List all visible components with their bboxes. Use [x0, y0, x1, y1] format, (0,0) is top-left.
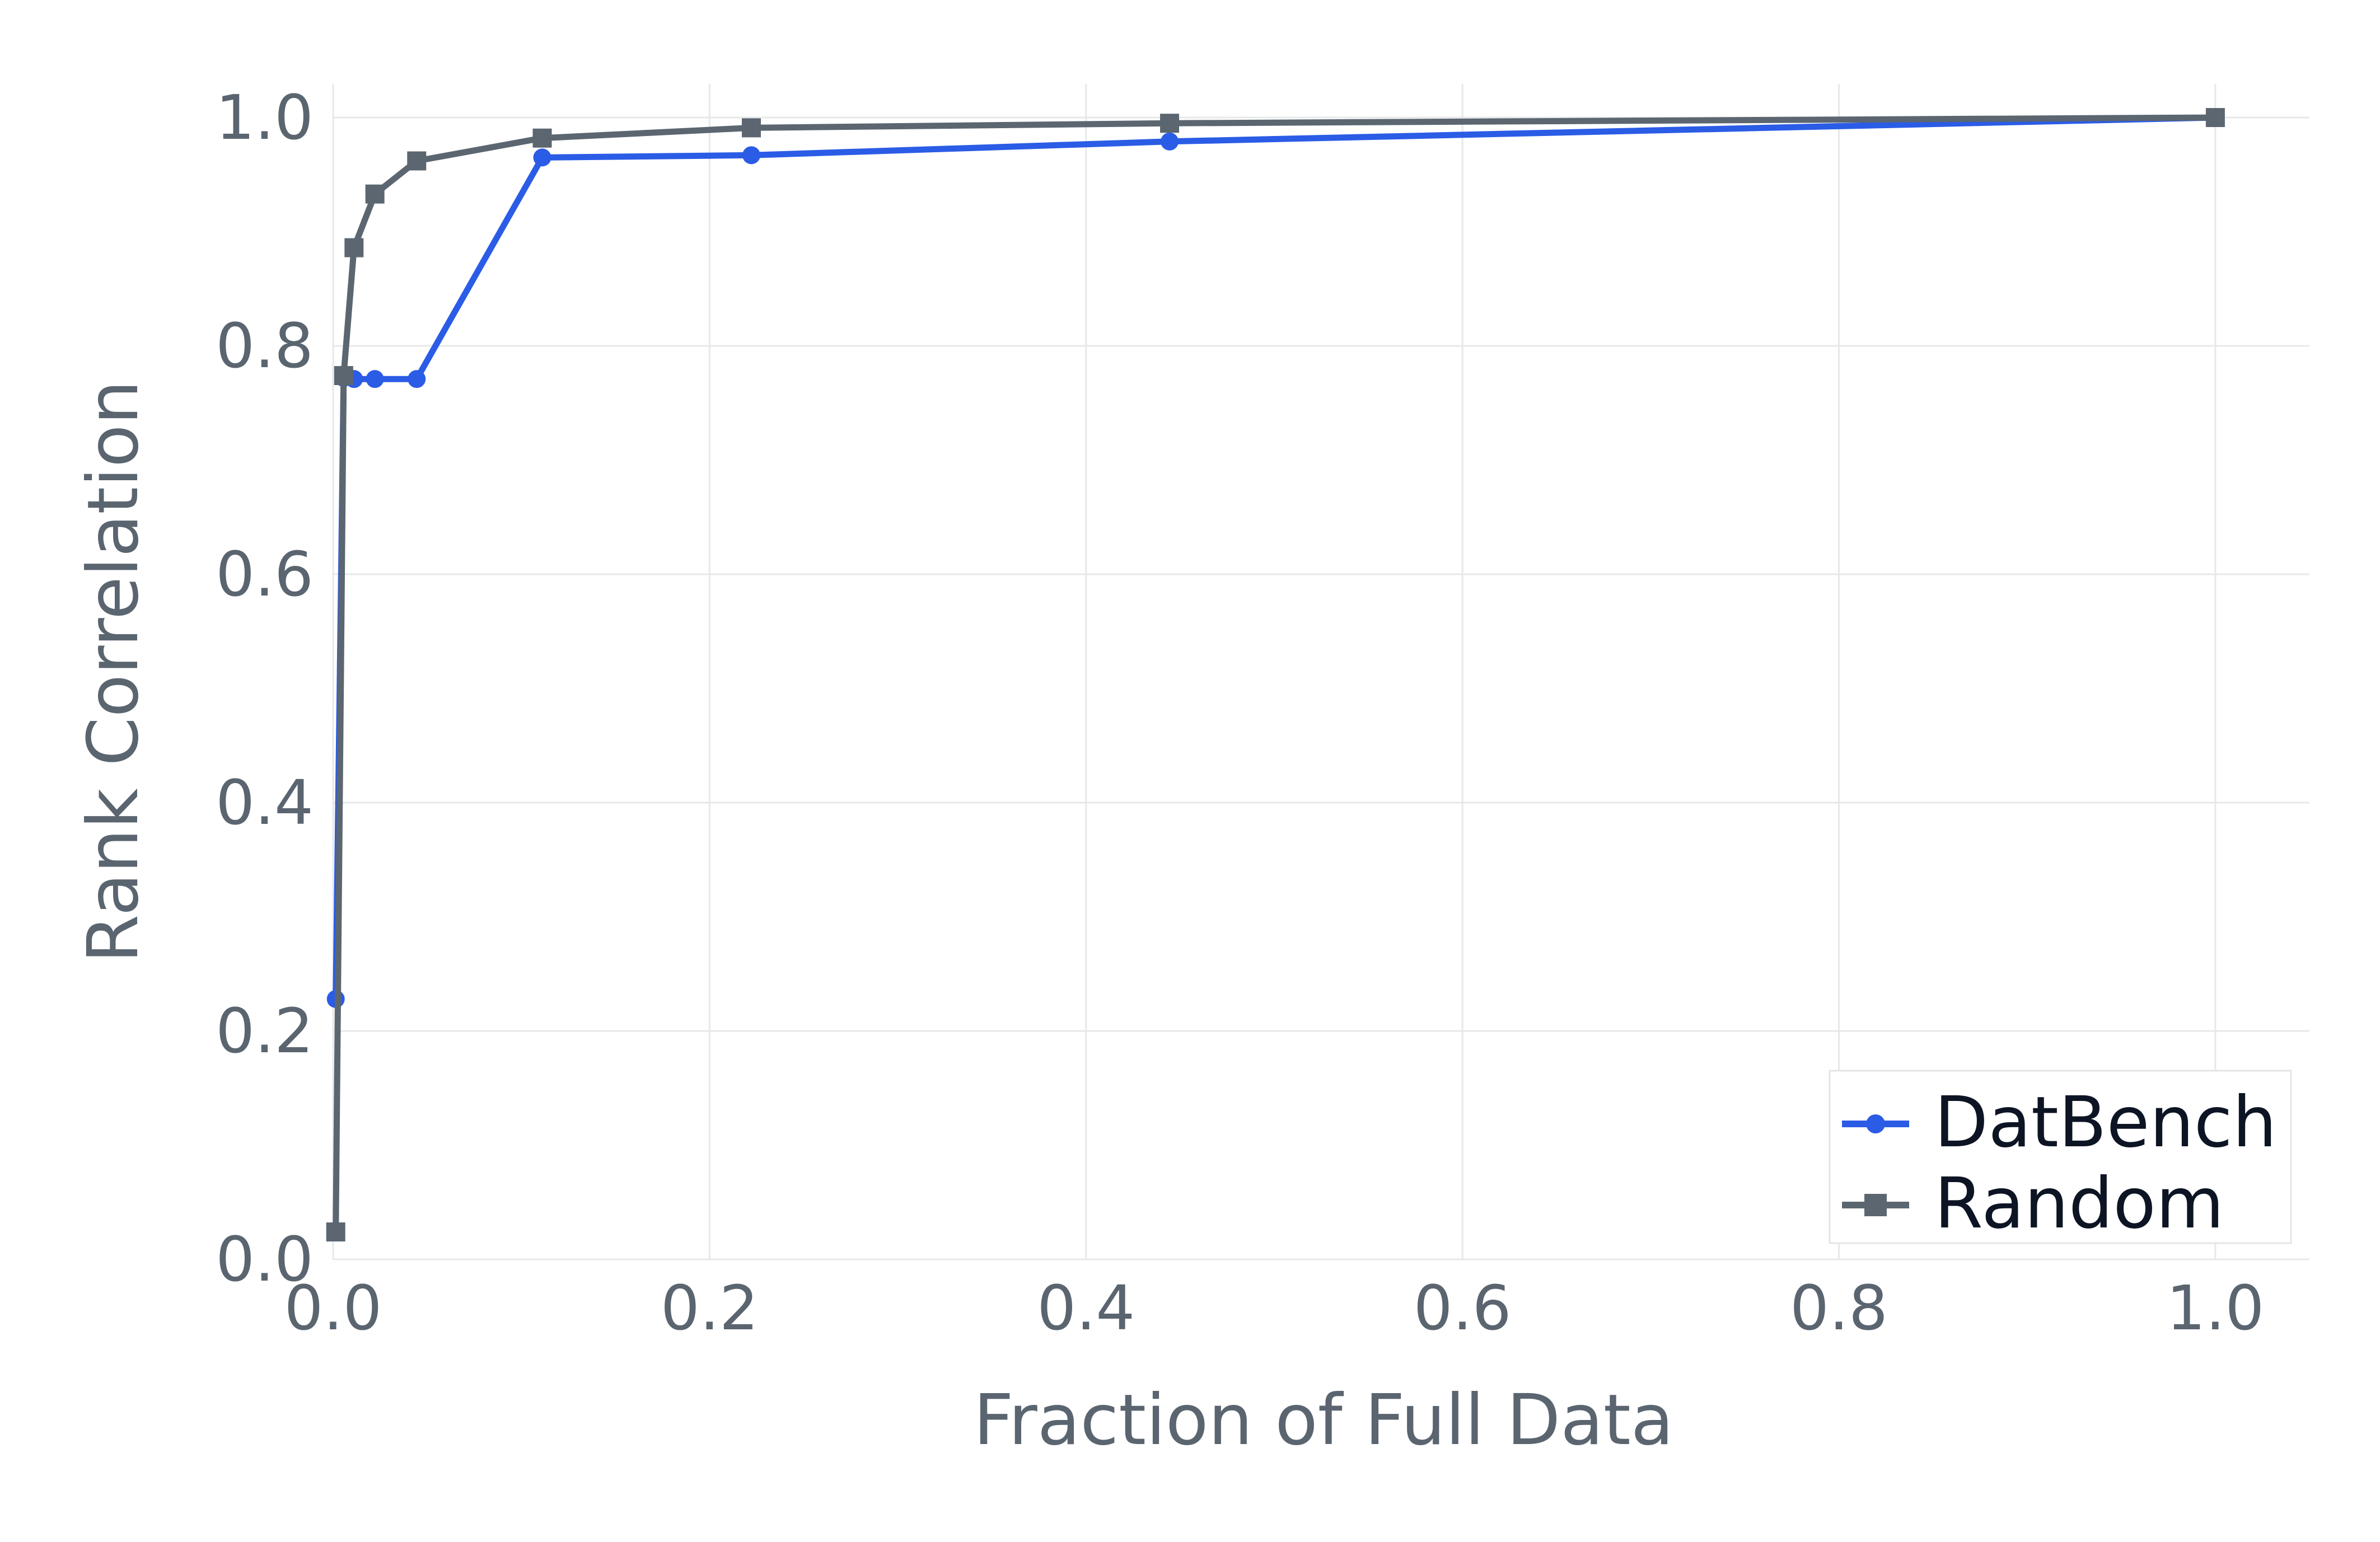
legend-label-random: Random	[1934, 1163, 2224, 1244]
x-tick-label: 0.8	[1790, 1272, 1888, 1344]
legend: DatBench Random	[1829, 1070, 2292, 1244]
x-tick-label: 0.2	[661, 1272, 759, 1344]
x-axis-title: Fraction of Full Data	[974, 1380, 1674, 1461]
series-datbench	[326, 109, 2224, 1008]
legend-box	[1829, 1070, 2292, 1244]
x-tick-label: 0.6	[1414, 1272, 1512, 1344]
y-axis-title: Rank Correlation	[73, 380, 154, 963]
series-line	[333, 114, 2219, 1002]
data-point-circle[interactable]	[1161, 132, 1179, 151]
y-axis-ticks: 0.0 0.2 0.4 0.6 0.8 1.0	[216, 82, 314, 1295]
y-tick-label: 0.2	[216, 995, 314, 1067]
legend-square-marker	[1864, 1194, 1887, 1216]
legend-label-datbench: DatBench	[1934, 1082, 2277, 1163]
y-tick-label: 0.4	[216, 767, 314, 838]
series-layer	[326, 108, 2225, 1242]
data-point-square[interactable]	[742, 118, 761, 138]
legend-item-datbench[interactable]: DatBench	[1842, 1082, 2277, 1163]
legend-circle-marker	[1866, 1114, 1885, 1133]
y-tick-label: 0.8	[216, 310, 314, 382]
data-point-square[interactable]	[365, 184, 385, 204]
x-axis-ticks: 0.0 0.2 0.4 0.6 0.8 1.0	[284, 1272, 2265, 1344]
data-point-circle[interactable]	[533, 148, 551, 167]
series-line	[333, 114, 2219, 1235]
data-point-circle[interactable]	[742, 146, 761, 165]
y-tick-label: 0.6	[216, 538, 314, 610]
x-tick-label: 0.4	[1037, 1272, 1135, 1344]
data-point-square[interactable]	[1160, 114, 1180, 133]
data-point-square[interactable]	[407, 151, 427, 171]
data-point-square[interactable]	[334, 366, 353, 386]
y-tick-label: 1.0	[216, 82, 314, 153]
x-tick-label: 0.0	[284, 1272, 382, 1344]
data-point-square[interactable]	[2205, 108, 2225, 127]
data-point-circle[interactable]	[366, 370, 384, 388]
data-point-square[interactable]	[344, 238, 364, 257]
data-point-square[interactable]	[532, 128, 552, 148]
y-tick-label: 0.0	[216, 1224, 314, 1295]
data-point-square[interactable]	[326, 1222, 345, 1242]
legend-item-random[interactable]: Random	[1842, 1163, 2224, 1244]
series-random	[326, 108, 2225, 1242]
data-point-circle[interactable]	[408, 370, 426, 388]
x-tick-label: 1.0	[2166, 1272, 2264, 1344]
grid	[332, 84, 2309, 1260]
